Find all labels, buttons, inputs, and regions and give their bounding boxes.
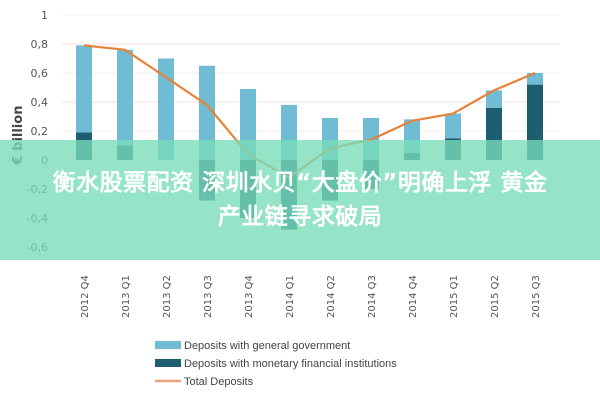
bar-gov [158, 58, 174, 160]
bar-gov [76, 45, 92, 133]
x-axis-labels: 2012 Q4 2013 Q1 2013 Q2 2013 Q3 2013 Q4 2014 … [80, 275, 542, 318]
svg-text:0,2: 0,2 [31, 125, 49, 138]
svg-text:2013 Q2: 2013 Q2 [162, 275, 173, 318]
svg-text:2014 Q3: 2014 Q3 [367, 275, 378, 318]
svg-text:0,4: 0,4 [31, 96, 49, 109]
svg-text:2013 Q3: 2013 Q3 [203, 275, 214, 318]
bar-gov [117, 49, 133, 146]
bar-gov [445, 113, 461, 139]
svg-text:2014 Q4: 2014 Q4 [408, 275, 419, 318]
headline-banner: 衡水股票配资 深圳水贝“大盘价”明确上浮 黄金 产业链寻求破局 [0, 140, 600, 260]
svg-text:2015 Q3: 2015 Q3 [531, 275, 542, 318]
headline-line-1: 衡水股票配资 深圳水贝“大盘价”明确上浮 黄金 [52, 170, 548, 196]
legend: Deposits with general government Deposits… [155, 340, 397, 388]
svg-text:0,8: 0,8 [31, 38, 49, 51]
svg-text:Total Deposits: Total Deposits [184, 376, 254, 388]
bar-gov [527, 73, 543, 85]
svg-text:2014 Q2: 2014 Q2 [326, 275, 337, 318]
bar-gov [199, 65, 215, 160]
svg-text:2015 Q1: 2015 Q1 [449, 275, 460, 318]
svg-text:2015 Q2: 2015 Q2 [490, 275, 501, 318]
headline-line-2: 产业链寻求破局 [217, 204, 383, 230]
svg-text:1: 1 [41, 9, 48, 22]
svg-text:2012 Q4: 2012 Q4 [80, 275, 91, 318]
svg-text:2013 Q1: 2013 Q1 [121, 275, 132, 318]
svg-text:Deposits with general governme: Deposits with general government [184, 340, 350, 352]
svg-text:2014 Q1: 2014 Q1 [285, 275, 296, 318]
svg-text:0,6: 0,6 [31, 67, 49, 80]
svg-text:2013 Q4: 2013 Q4 [244, 275, 255, 318]
svg-text:Deposits with monetary financi: Deposits with monetary financial institu… [184, 358, 397, 370]
bar-gov [486, 90, 502, 108]
